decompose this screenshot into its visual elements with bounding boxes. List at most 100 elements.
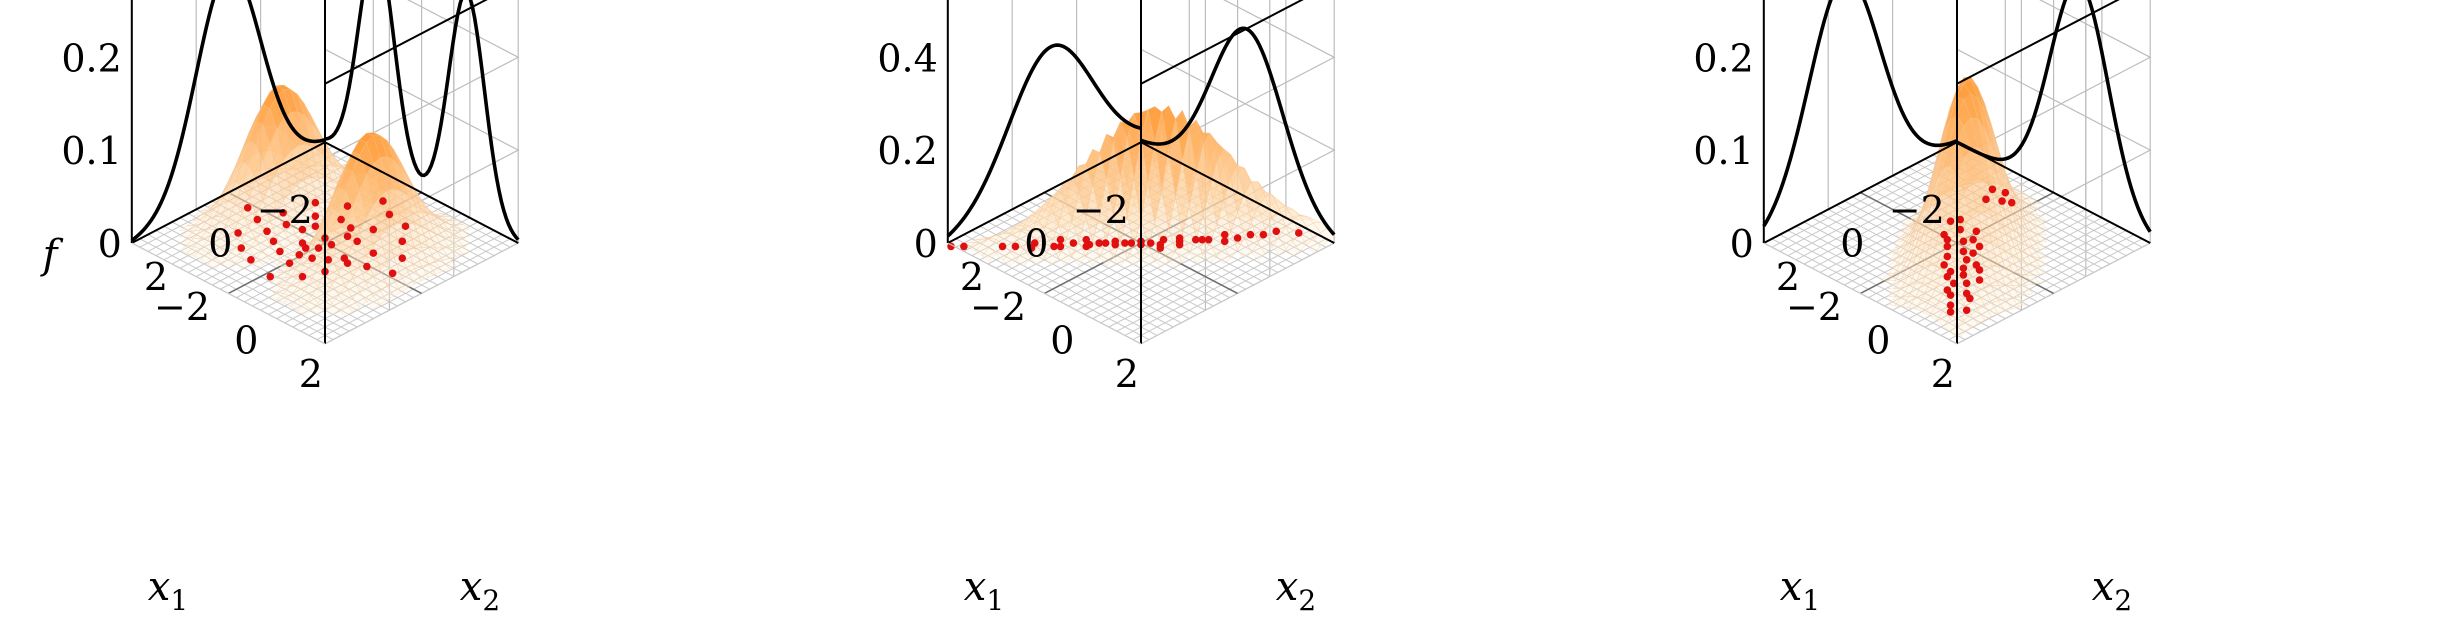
marginal-x2-curve	[1956, 0, 2152, 233]
floor-front-edges	[947, 242, 1142, 345]
sample-point	[324, 256, 333, 264]
sample-point	[1259, 230, 1268, 239]
x2-axis-title-base: x	[460, 564, 483, 610]
x2-tick-label: −2	[154, 285, 210, 329]
sample-point	[1050, 242, 1058, 251]
surface-facet	[338, 304, 353, 317]
z-ticks: 0 0.1 0.2	[1693, 36, 1753, 266]
sample-point	[1082, 235, 1091, 244]
surface-facet	[1016, 248, 1031, 267]
floor-back-edges	[947, 141, 1335, 244]
sample-point	[269, 237, 278, 246]
x2-tick-label: 0	[1050, 318, 1074, 362]
floor-front-edges	[131, 242, 326, 345]
right-wall-grid	[2020, 0, 2087, 311]
x1-axis-title-base: x	[1780, 564, 1803, 610]
sample-point	[1949, 279, 1958, 288]
sample-point	[311, 198, 320, 207]
sample-point	[234, 229, 242, 237]
floor-back-edges	[131, 141, 519, 244]
marginal-x2-curve	[1140, 26, 1336, 236]
sample-point	[1946, 267, 1955, 276]
x2-axis-title-base: x	[2092, 564, 2115, 610]
x2-tick-label: 0	[234, 318, 258, 362]
surface-facet	[1099, 240, 1114, 267]
surface-facet	[310, 302, 326, 316]
sample-point	[1191, 235, 1200, 244]
x2-axis-title-base: x	[1276, 564, 1299, 610]
x1-axis-title-base: x	[964, 564, 987, 610]
surface-facet	[234, 256, 250, 270]
sample-point	[337, 215, 345, 224]
marginal-x1-curve	[946, 43, 1142, 238]
sample-point	[263, 227, 271, 236]
surface-facet	[324, 302, 340, 316]
sample-point	[388, 269, 397, 278]
sample-point	[1056, 242, 1065, 251]
marginal-x2-curve	[324, 0, 520, 241]
sample-point	[1294, 229, 1303, 237]
sample-point	[379, 197, 387, 205]
sample-point	[1156, 244, 1165, 252]
sample-point	[1969, 249, 1977, 257]
surface-facet	[1216, 246, 1232, 265]
sample-point	[1175, 240, 1184, 249]
sample-point	[343, 259, 352, 268]
marginal-x1-curve	[130, 0, 326, 242]
sample-point	[1946, 301, 1955, 310]
sample-point	[1030, 239, 1039, 247]
surface-facet	[981, 247, 997, 262]
sample-point	[1204, 235, 1213, 244]
surface-facet	[1251, 242, 1266, 261]
x1-axis-title-sub: 1	[1802, 584, 1820, 617]
x1-axis-title: x1	[1780, 564, 1820, 617]
sample-point	[1988, 185, 1997, 194]
surface-facet	[1154, 248, 1169, 268]
sample-point	[343, 202, 352, 210]
surface-facet	[1237, 237, 1252, 260]
surface-facet	[1030, 246, 1045, 267]
surface-facet	[1071, 241, 1087, 267]
sample-point	[1946, 217, 1955, 225]
surface-facet	[1044, 244, 1059, 267]
x1-tick-label: −2	[1889, 188, 1945, 232]
floor-gridline	[1956, 242, 2151, 345]
z-tick-label: 0.1	[1693, 129, 1753, 173]
x2-axis-title-sub: 2	[482, 584, 500, 617]
box-top-edges	[324, 0, 488, 85]
x2-tick-label: 2	[1931, 352, 1955, 396]
surface-facet	[1306, 238, 1321, 253]
sample-point	[343, 232, 352, 241]
sample-point	[960, 242, 968, 251]
x1-axis-title-sub: 1	[170, 584, 188, 617]
sample-point	[1975, 242, 1984, 251]
x1-tick-label: 0	[1024, 222, 1048, 266]
sample-point	[311, 222, 320, 231]
sample-point	[1962, 306, 1971, 315]
surface-facet	[1202, 242, 1218, 264]
sample-point	[1095, 239, 1103, 247]
sample-point	[1946, 308, 1955, 316]
floor-back-edges	[1763, 141, 2151, 244]
sample-point	[385, 210, 394, 219]
sample-point	[298, 272, 307, 281]
sample-point	[1972, 261, 1981, 269]
sample-point	[1943, 242, 1952, 251]
sample-point	[401, 222, 410, 231]
sample-point	[1198, 235, 1206, 244]
sample-point	[1969, 235, 1977, 244]
x2-tick-label: −2	[970, 285, 1026, 329]
sample-point	[1998, 197, 2006, 205]
surface-facet	[1285, 241, 1301, 257]
marginal-x1-curve	[1762, 0, 1958, 228]
sample-point	[369, 249, 378, 257]
sample-point	[1962, 279, 1971, 288]
sample-point	[1111, 237, 1120, 246]
x1-ticks: −2 02	[960, 188, 1129, 299]
x1-axis-title: x1	[148, 564, 188, 617]
sample-point	[298, 225, 307, 234]
